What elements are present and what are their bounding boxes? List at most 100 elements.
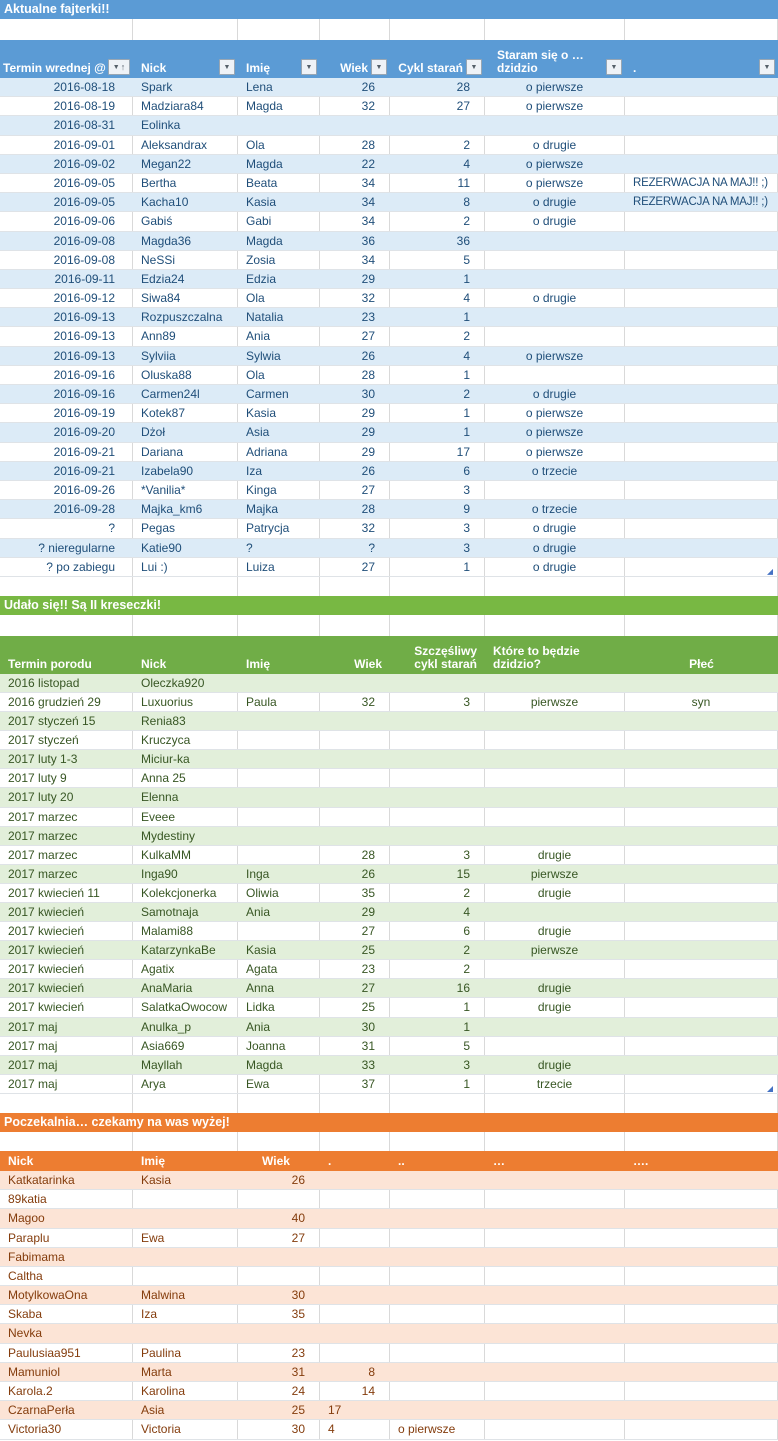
cell[interactable]: Kacha10 (141, 195, 189, 210)
cell[interactable]: Dżoł (141, 425, 166, 440)
column-header-wiek[interactable]: Wiek (354, 656, 382, 671)
empty-cell[interactable] (133, 1131, 238, 1151)
cell[interactable] (625, 1266, 778, 1286)
cell[interactable]: Kasia (246, 195, 277, 210)
cell[interactable] (485, 1190, 625, 1209)
cell[interactable]: 27 (320, 557, 390, 576)
cell[interactable]: Oleczka920 (141, 675, 205, 690)
cell[interactable] (320, 1324, 390, 1342)
cell[interactable]: 37 (320, 1074, 390, 1093)
empty-cell[interactable] (320, 576, 390, 596)
cell[interactable]: CzarnaPerła (8, 1403, 75, 1418)
cell[interactable]: Bertha (133, 173, 238, 193)
cell[interactable] (238, 1266, 320, 1286)
cell[interactable]: 32 (320, 692, 390, 712)
column-header-dot4[interactable]: …. (633, 1153, 649, 1168)
cell[interactable]: 32 (320, 519, 390, 538)
cell[interactable]: Inga (246, 866, 270, 881)
filter-button[interactable]: ▼ (466, 59, 482, 75)
cell[interactable] (625, 500, 778, 518)
cell[interactable]: 2016-09-16 (53, 387, 115, 401)
cell[interactable]: pierwsze (485, 692, 625, 712)
cell[interactable] (625, 865, 778, 883)
cell[interactable]: 17 (328, 1403, 342, 1418)
cell[interactable]: 2017 marzec (8, 828, 78, 843)
cell[interactable]: Agata (238, 960, 320, 979)
cell[interactable]: 23 (320, 960, 390, 979)
column-header-cykl-staran[interactable]: Cykl starań ▼ (390, 40, 485, 78)
cell[interactable] (320, 750, 390, 768)
cell[interactable] (625, 1056, 778, 1074)
column-header-ktore-dzidzio[interactable]: Które to będzie dzidzio? (493, 643, 580, 671)
cell[interactable]: KatarzynkaBe (141, 943, 216, 958)
cell[interactable]: 2017 kwiecień (0, 922, 133, 941)
cell[interactable]: Ewa (238, 1074, 320, 1093)
cell[interactable] (485, 1171, 625, 1189)
cell[interactable]: o pierwsze (485, 173, 625, 193)
cell[interactable]: Nevka (8, 1326, 43, 1341)
cell[interactable]: Magda (246, 233, 283, 248)
cell[interactable]: 34 (361, 195, 375, 210)
cell[interactable]: ? (368, 540, 375, 555)
cell[interactable]: 2016-09-21 (53, 463, 115, 478)
cell[interactable] (625, 289, 778, 308)
cell[interactable] (625, 116, 778, 134)
cell[interactable]: 2016-09-13 (53, 310, 115, 325)
cell[interactable]: 25 (291, 1403, 305, 1418)
cell[interactable]: 23 (238, 1343, 320, 1362)
column-header-wiek[interactable]: Wiek (262, 1153, 290, 1168)
cell[interactable]: Katie90 (141, 540, 182, 555)
cell[interactable]: Renia83 (141, 714, 186, 729)
cell[interactable]: 6 (390, 922, 485, 941)
cell[interactable]: drugie (485, 922, 625, 941)
cell[interactable] (485, 1305, 625, 1324)
cell[interactable]: 4 (463, 156, 470, 171)
cell[interactable]: 2017 luty 1-3 (8, 752, 78, 767)
filter-button[interactable]: ▼ (606, 59, 622, 75)
cell[interactable]: Beata (238, 173, 320, 193)
cell[interactable]: 27 (361, 981, 375, 996)
cell[interactable] (390, 1401, 485, 1419)
cell[interactable]: 2016-09-05 (0, 173, 133, 193)
cell[interactable] (320, 1305, 390, 1324)
cell[interactable] (133, 1190, 238, 1209)
cell[interactable]: 40 (291, 1211, 305, 1226)
cell[interactable] (238, 750, 320, 768)
cell[interactable]: o pierwsze (485, 442, 625, 461)
cell[interactable] (625, 250, 778, 269)
cell[interactable]: Iza (133, 1305, 238, 1324)
empty-cell[interactable] (320, 19, 390, 40)
cell[interactable]: 2016-09-13 (53, 348, 115, 363)
cell[interactable]: 2 (390, 135, 485, 154)
empty-cell[interactable] (625, 576, 778, 596)
cell[interactable]: Karolina (133, 1382, 238, 1401)
cell[interactable]: 2017 kwiecień (8, 981, 85, 996)
cell[interactable] (625, 232, 778, 250)
cell[interactable] (485, 674, 625, 692)
cell[interactable] (625, 519, 778, 538)
cell[interactable]: 28 (361, 502, 375, 517)
cell[interactable] (485, 1363, 625, 1381)
cell[interactable] (485, 769, 625, 788)
cell[interactable]: 32 (320, 289, 390, 308)
cell[interactable] (390, 116, 485, 134)
column-header-termin-wrednej[interactable]: Termin wrednej @ ▼ ↑ (0, 40, 133, 78)
cell[interactable]: SalatkaOwocow (133, 998, 238, 1017)
cell[interactable] (625, 1363, 778, 1381)
cell[interactable] (625, 1382, 778, 1401)
cell[interactable] (238, 827, 320, 845)
cell[interactable] (238, 1248, 320, 1266)
cell[interactable]: 6 (463, 463, 470, 478)
cell[interactable]: Agatix (133, 960, 238, 979)
cell[interactable]: Paulusiaa951 (0, 1343, 133, 1362)
cell[interactable]: Madziara84 (133, 97, 238, 116)
cell[interactable]: 1 (390, 1074, 485, 1093)
cell[interactable] (238, 807, 320, 826)
cell[interactable]: Katkatarinka (8, 1172, 75, 1187)
cell[interactable] (485, 731, 625, 750)
cell[interactable] (485, 750, 625, 768)
cell[interactable] (625, 788, 778, 806)
cell[interactable]: 3 (390, 845, 485, 864)
cell[interactable]: Mayllah (141, 1057, 183, 1072)
cell[interactable]: Ania (238, 327, 320, 346)
